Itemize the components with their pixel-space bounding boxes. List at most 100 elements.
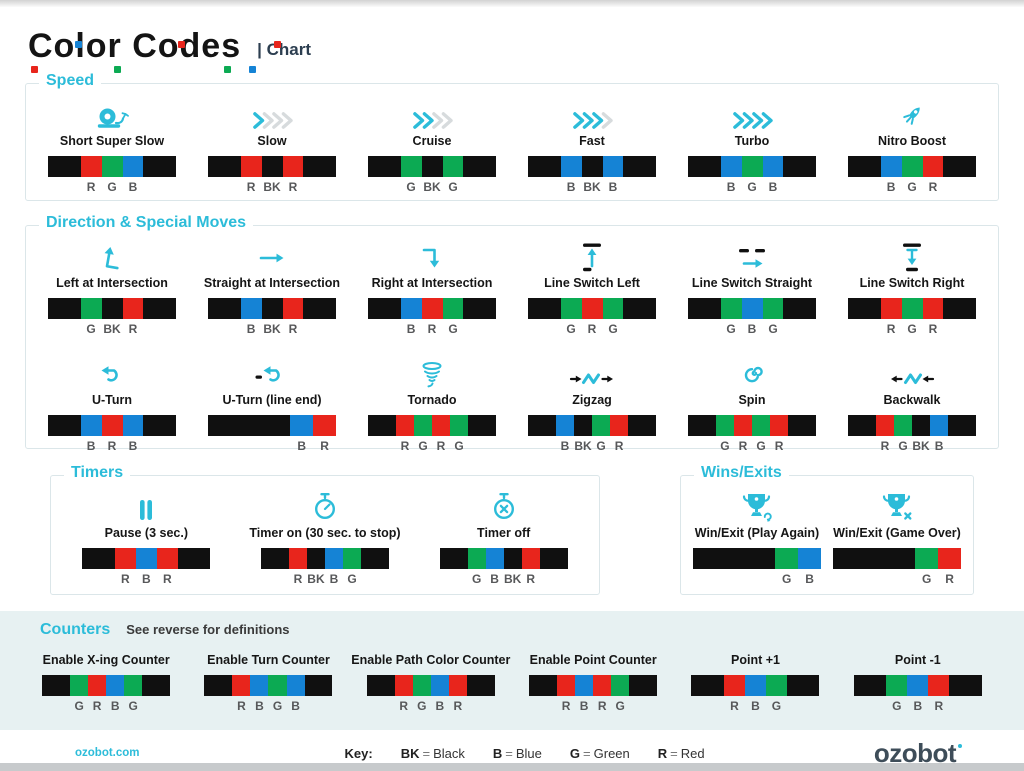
segment-label	[688, 322, 721, 337]
bar-segment-b	[106, 675, 125, 696]
code-timer-off: Timer off G B BK R	[414, 492, 593, 587]
segment-label: G	[272, 699, 283, 713]
segment-label	[540, 572, 568, 587]
bar-segment-bk	[101, 298, 123, 319]
bar-segment-r	[593, 675, 612, 696]
bar-segment-g	[343, 548, 362, 569]
key-abbr: R	[657, 745, 668, 761]
code-name: Backwalk	[883, 393, 941, 407]
bar-segment-bk	[208, 298, 241, 319]
segment-label	[361, 572, 389, 587]
segment-label	[854, 699, 887, 714]
bar-segment-bk	[261, 156, 283, 177]
color-code-labels: G BK R	[48, 322, 176, 337]
segment-label: R	[928, 322, 938, 336]
color-code-labels: B BK B	[528, 180, 656, 195]
bar-segment-g	[124, 675, 143, 696]
color-code-bar	[688, 156, 816, 177]
code-win-exit-play-again: Win/Exit (Play Again) G B	[687, 492, 827, 587]
key-items: BK = Black B = Blue G = Green R = Red	[401, 746, 705, 761]
bar-segment-r	[156, 548, 178, 569]
bar-segment-r	[80, 156, 102, 177]
segment-label: BK	[574, 439, 592, 453]
segment-label: G	[768, 322, 778, 336]
bar-segment-g	[720, 298, 742, 319]
bar-segment-b	[798, 548, 821, 569]
segment-label: B	[566, 180, 576, 194]
code-name: Line Switch Right	[859, 276, 965, 290]
segment-label: G	[726, 322, 736, 336]
bar-segment-r	[394, 675, 413, 696]
key-label: Key:	[344, 745, 373, 761]
section-counters: Counters See reverse for definitions Ena…	[0, 611, 1024, 730]
segment-label: B	[579, 699, 589, 713]
code-timer-on-30-sec-to-stop: Timer on (30 sec. to stop) R BK B G	[236, 492, 415, 587]
bar-segment-bk	[629, 675, 658, 696]
segment-label: R	[400, 439, 410, 453]
color-code-bar	[693, 548, 821, 569]
code-straight-at-intersection: Straight at Intersection B BK R	[192, 242, 352, 337]
code-name: Point -1	[894, 653, 941, 667]
bar-segment-bk	[48, 415, 81, 436]
bar-segment-g	[602, 298, 624, 319]
segment-label	[208, 180, 241, 195]
segment-label: G	[418, 439, 428, 453]
segment-label: G	[615, 699, 625, 713]
color-code-bar	[368, 156, 496, 177]
segment-label	[688, 180, 721, 195]
bar-segment-r	[770, 415, 789, 436]
segment-label: R	[587, 322, 597, 336]
segment-label: B	[726, 180, 736, 194]
bar-segment-bk	[581, 156, 603, 177]
segment-label: G	[74, 699, 84, 713]
color-code-bar	[208, 298, 336, 319]
code-name: Timer on (30 sec. to stop)	[249, 526, 401, 540]
color-code-bar	[260, 548, 389, 569]
segment-label	[368, 439, 396, 454]
code-nitro-boost: Nitro Boost B G R	[832, 100, 992, 195]
segment-label	[848, 439, 876, 454]
segment-label: R	[128, 322, 138, 336]
code-line-switch-left: Line Switch Left G R G	[512, 242, 672, 337]
bar-segment-g	[915, 548, 939, 569]
color-code-bar	[529, 675, 658, 696]
key-item-bk: BK = Black	[401, 746, 465, 761]
segment-label	[693, 572, 775, 587]
arrow-right-icon	[257, 242, 287, 272]
code-name: Enable Turn Counter	[207, 653, 330, 667]
color-code-labels: B BK R	[208, 322, 336, 337]
code-fast: Fast B BK B	[512, 100, 672, 195]
bar-segment-r	[724, 675, 745, 696]
segment-label: G	[86, 322, 96, 336]
bar-segment-g	[442, 298, 464, 319]
segment-label	[848, 180, 881, 195]
bar-segment-r	[421, 298, 443, 319]
bar-segment-bk	[306, 548, 325, 569]
code-name: Turbo	[734, 134, 770, 148]
segment-label: R	[526, 572, 536, 586]
code-name: Pause (3 sec.)	[104, 526, 189, 540]
segment-label: B	[934, 439, 944, 453]
ozobot-site-link[interactable]: ozobot.com	[75, 747, 140, 759]
segment-label	[467, 699, 495, 714]
bar-segment-b	[400, 298, 422, 319]
segment-label: BK	[423, 180, 441, 194]
segment-label: B	[406, 322, 416, 336]
bar-segment-bk	[691, 675, 725, 696]
segment-label: B	[913, 699, 923, 713]
segment-label: R	[880, 439, 890, 453]
counters-header: Counters See reverse for definitions	[25, 621, 999, 639]
bar-segment-bk	[208, 156, 241, 177]
segment-label	[949, 699, 982, 714]
segment-label: R	[427, 322, 437, 336]
color-code-bar	[48, 415, 176, 436]
speed-1-icon	[251, 100, 293, 130]
color-code-labels: G BK G	[368, 180, 496, 195]
segment-label: G	[907, 180, 917, 194]
